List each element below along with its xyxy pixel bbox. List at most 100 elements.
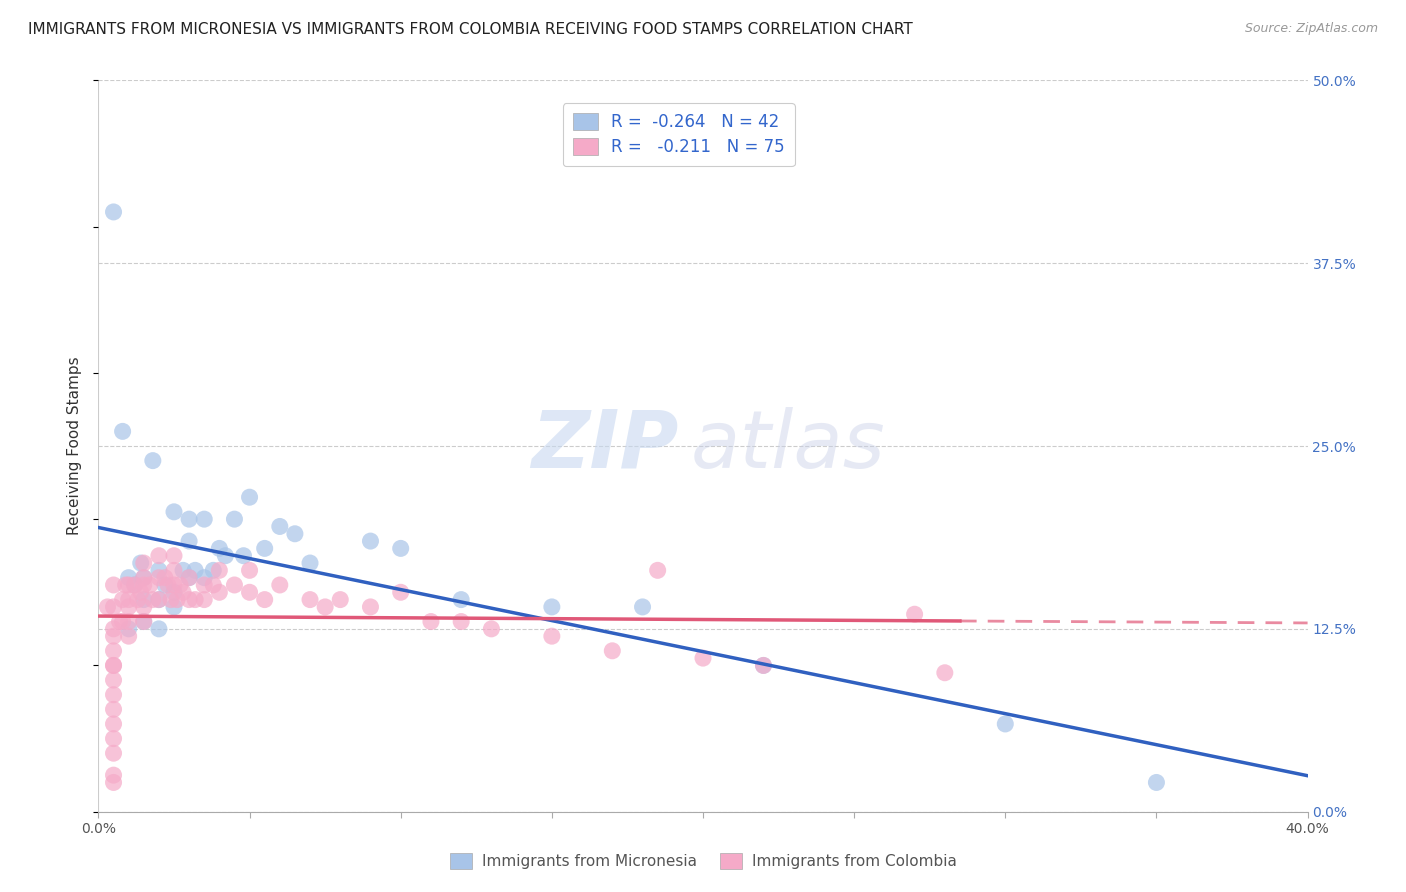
Point [214,549,236,563]
Point [540,599,562,614]
Point [118,622,141,636]
Y-axis label: Receiving Food Stamps: Receiving Food Stamps [67,357,83,535]
Point [752,658,775,673]
Point [163,505,186,519]
Point [103,578,125,592]
Point [163,549,186,563]
Point [193,512,215,526]
Point [160,592,183,607]
Point [132,592,155,607]
Point [232,549,254,563]
Point [132,571,155,585]
Point [172,563,194,577]
Point [118,592,141,607]
Point [148,571,170,585]
Point [103,658,125,673]
Point [163,599,186,614]
Point [148,592,170,607]
Point [540,629,562,643]
Point [169,578,191,592]
Point [103,702,125,716]
Point [224,512,246,526]
Point [118,629,141,643]
Point [103,644,125,658]
Point [163,563,186,577]
Point [253,541,276,556]
Point [1144,775,1167,789]
Text: Source: ZipAtlas.com: Source: ZipAtlas.com [1244,22,1378,36]
Point [118,571,141,585]
Point [179,592,201,607]
Point [184,563,207,577]
Point [481,622,503,636]
Point [360,599,382,614]
Point [127,592,149,607]
Point [148,563,170,577]
Point [163,578,186,592]
Point [103,768,125,782]
Point [142,592,165,607]
Point [193,578,215,592]
Point [108,615,131,629]
Point [450,615,472,629]
Point [179,571,201,585]
Point [111,592,134,607]
Point [103,599,125,614]
Point [118,599,141,614]
Point [420,615,443,629]
Point [179,571,201,585]
Point [193,571,215,585]
Point [208,563,231,577]
Point [202,578,225,592]
Point [103,775,125,789]
Point [148,592,170,607]
Point [118,578,141,592]
Point [631,599,654,614]
Point [153,578,176,592]
Point [103,622,125,636]
Point [132,615,155,629]
Point [299,592,322,607]
Point [139,578,162,592]
Point [163,585,186,599]
Point [284,526,307,541]
Point [994,717,1017,731]
Point [103,731,125,746]
Point [253,592,276,607]
Point [184,592,207,607]
Point [132,556,155,570]
Point [602,644,624,658]
Point [142,453,165,467]
Point [103,746,125,760]
Point [96,599,118,614]
Point [132,599,155,614]
Point [118,615,141,629]
Point [172,585,194,599]
Point [103,688,125,702]
Point [934,665,956,680]
Point [269,578,291,592]
Point [179,534,201,549]
Legend: Immigrants from Micronesia, Immigrants from Colombia: Immigrants from Micronesia, Immigrants f… [443,847,963,875]
Point [450,592,472,607]
Point [314,599,336,614]
Point [299,556,322,570]
Point [148,622,170,636]
Point [132,571,155,585]
Point [904,607,927,622]
Legend: R =  -0.264   N = 42, R =   -0.211   N = 75: R = -0.264 N = 42, R = -0.211 N = 75 [562,103,794,166]
Point [103,673,125,687]
Point [647,563,669,577]
Point [208,541,231,556]
Point [124,578,146,592]
Point [129,585,152,599]
Point [156,578,179,592]
Point [132,578,155,592]
Text: ZIP: ZIP [531,407,679,485]
Point [269,519,291,533]
Point [239,563,262,577]
Point [239,490,262,504]
Point [103,205,125,219]
Point [389,541,412,556]
Point [132,615,155,629]
